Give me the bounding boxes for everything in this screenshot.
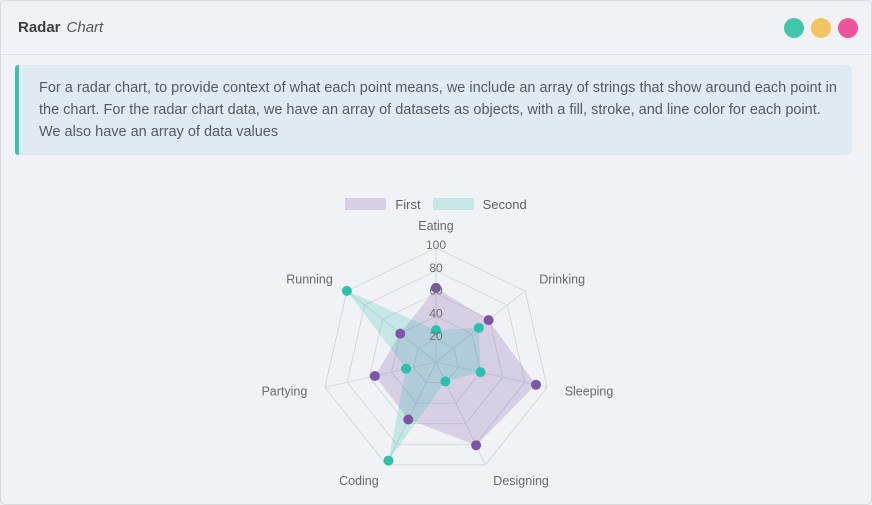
axis-label-designing: Designing	[493, 474, 549, 488]
series-second-point-eating	[431, 325, 441, 336]
info-text: For a radar chart, to provide context of…	[39, 80, 837, 140]
series-second-point-running	[341, 285, 352, 296]
axis-label-drinking: Drinking	[539, 273, 585, 287]
axis-spoke-sleeping	[435, 361, 548, 388]
series-second-point-coding	[383, 455, 394, 466]
legend-label-second: Second	[482, 196, 527, 212]
series-second-point-sleeping	[475, 367, 486, 378]
legend-item-second[interactable]: Second	[432, 196, 527, 212]
chart-section: First Second 20 40 60 80 100 Eating Drinking Sle…	[1, 197, 871, 502]
grid-ring-20	[413, 338, 459, 383]
radial-tick-100: 100	[426, 238, 446, 252]
series-first-point-sleeping	[531, 379, 541, 390]
axis-label-running: Running	[286, 273, 333, 287]
axis-label-partying: Partying	[261, 384, 307, 398]
series-second-point-drinking	[473, 322, 484, 333]
grid-ring-60	[368, 293, 504, 425]
series-first-area	[374, 287, 536, 446]
series-second-point-designing	[440, 376, 451, 387]
pink-window-dot[interactable]	[838, 17, 858, 38]
grid-ring-100	[324, 247, 548, 466]
radial-tick-40: 40	[429, 306, 443, 320]
chart-legend: First Second	[1, 196, 871, 212]
axis-spoke-partying	[324, 361, 437, 388]
axis-label-coding: Coding	[339, 474, 379, 488]
yellow-window-dot[interactable]	[811, 17, 831, 38]
series-second-point-partying	[401, 363, 411, 374]
series-first-point-coding	[403, 414, 414, 425]
series-first-point-running	[395, 328, 406, 339]
card-header: Radar Chart	[1, 1, 871, 55]
teal-window-dot[interactable]	[784, 17, 804, 38]
legend-swatch-second	[432, 198, 474, 210]
legend-label-first: First	[395, 196, 421, 212]
radial-tick-60: 60	[429, 284, 443, 298]
grid-ring-80	[346, 270, 526, 445]
legend-swatch-first	[345, 198, 387, 210]
page-title: Radar Chart	[18, 19, 103, 36]
series-first-point-drinking	[483, 315, 494, 326]
radar-chart: 20 40 60 80 100 Eating Drinking Sleeping Designi…	[261, 219, 614, 488]
axis-label-sleeping: Sleeping	[565, 384, 614, 398]
window-dots	[777, 17, 858, 38]
legend-item-first[interactable]: First	[345, 196, 421, 212]
grid-ring-40	[390, 315, 482, 404]
axis-label-eating: Eating	[418, 219, 453, 233]
radial-tick-20: 20	[429, 329, 443, 343]
series-second-area	[346, 290, 481, 461]
axis-spoke-coding	[386, 361, 437, 465]
series-first-point-designing	[471, 440, 482, 451]
series-first-point-eating	[431, 282, 441, 293]
title-subtitle: Chart	[66, 19, 104, 36]
axis-spoke-running	[346, 290, 437, 363]
title-main: Radar	[18, 19, 61, 36]
series-first-point-partying	[369, 371, 380, 381]
radial-tick-80: 80	[429, 261, 443, 275]
info-callout: For a radar chart, to provide context of…	[15, 65, 852, 155]
